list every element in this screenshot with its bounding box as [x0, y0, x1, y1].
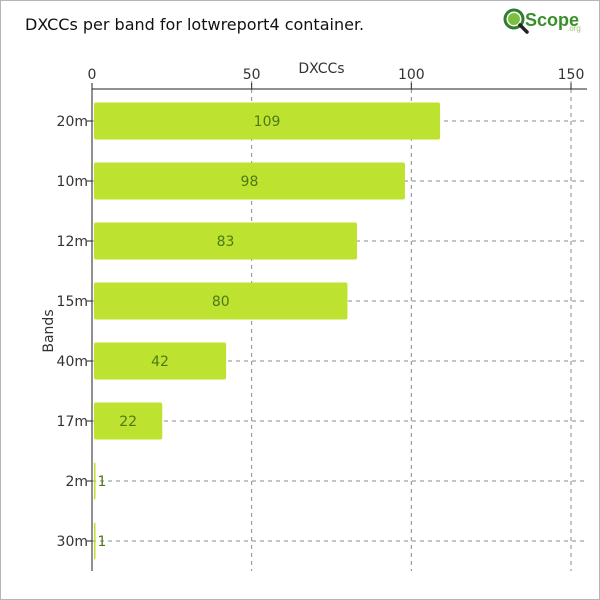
y-tick-label: 10m [57, 174, 88, 190]
x-tick-label: 0 [88, 67, 97, 83]
logo-suffix: .org [567, 24, 581, 33]
x-axis-title: DXCCs [298, 61, 344, 77]
x-tick-label: 100 [398, 67, 425, 83]
y-tick-label: 15m [57, 294, 88, 310]
magnifier-icon [503, 8, 525, 30]
bar-12m [94, 222, 358, 260]
bar-10m [94, 162, 405, 200]
y-tick-label: 2m [65, 474, 88, 490]
value-label: 1 [98, 474, 107, 490]
chart-title: DXCCs per band for lotwreport4 container… [25, 15, 365, 34]
value-label: 98 [241, 174, 259, 190]
bar-2m [94, 462, 96, 500]
value-label: 1 [98, 534, 107, 550]
bar-20m [94, 102, 441, 140]
scope-logo: Scope .org [501, 5, 589, 37]
value-label: 42 [151, 354, 169, 370]
y-tick-label: 17m [57, 414, 88, 430]
y-tick-label: 12m [57, 234, 88, 250]
x-tick-label: 150 [558, 67, 585, 83]
y-axis-title: Bands [41, 309, 57, 352]
bar-15m [94, 282, 348, 320]
value-label: 80 [212, 294, 230, 310]
value-label: 22 [119, 414, 137, 430]
logo-text: Scope [525, 10, 579, 30]
y-tick-label: 30m [57, 534, 88, 550]
value-label: 109 [254, 114, 281, 130]
bar-40m [94, 342, 227, 380]
y-tick-label: 40m [57, 354, 88, 370]
y-tick-label: 20m [57, 114, 88, 130]
bar-17m [94, 402, 163, 440]
x-tick-label: 50 [243, 67, 261, 83]
value-label: 83 [217, 234, 235, 250]
bar-30m [94, 522, 96, 560]
